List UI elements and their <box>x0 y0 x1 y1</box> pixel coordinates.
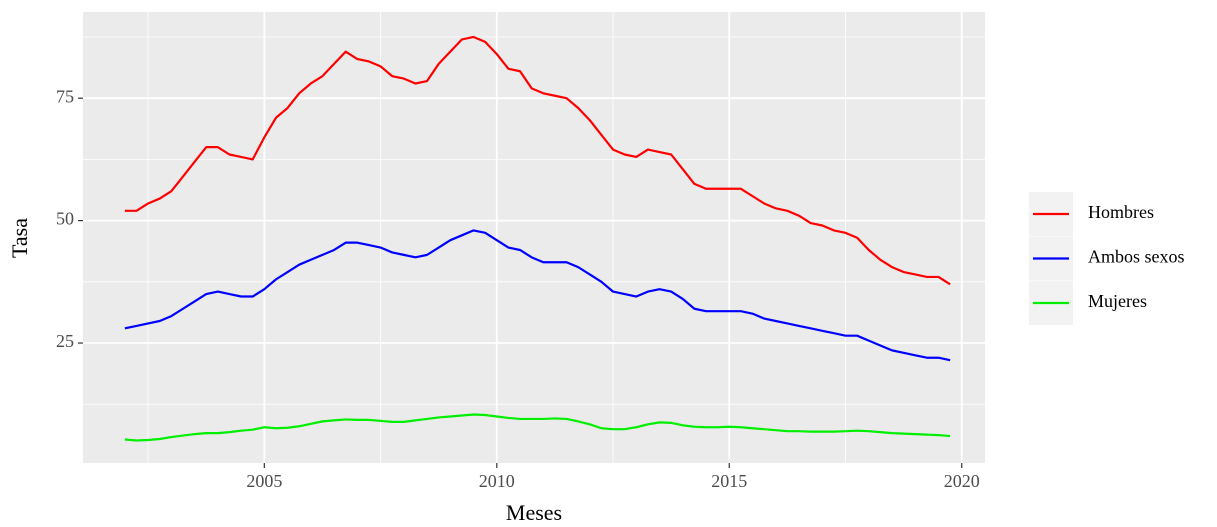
y-tick-label: 75 <box>56 86 74 106</box>
x-tick-label: 2010 <box>479 471 515 491</box>
y-axis-title: Tasa <box>7 218 32 258</box>
series-line <box>124 413 951 442</box>
legend-label: Mujeres <box>1088 291 1147 311</box>
series-line <box>124 35 951 286</box>
x-tick-label: 2005 <box>246 471 282 491</box>
y-tick-label: 25 <box>56 331 74 351</box>
legend-label: Ambos sexos <box>1088 247 1185 267</box>
series-line <box>124 229 951 362</box>
x-tick-label: 2015 <box>711 471 747 491</box>
x-tick-label: 2020 <box>944 471 980 491</box>
plot-panel <box>83 12 985 463</box>
y-tick-label: 50 <box>56 209 74 229</box>
legend-label: Hombres <box>1088 202 1154 222</box>
x-axis-title: Meses <box>506 500 562 525</box>
